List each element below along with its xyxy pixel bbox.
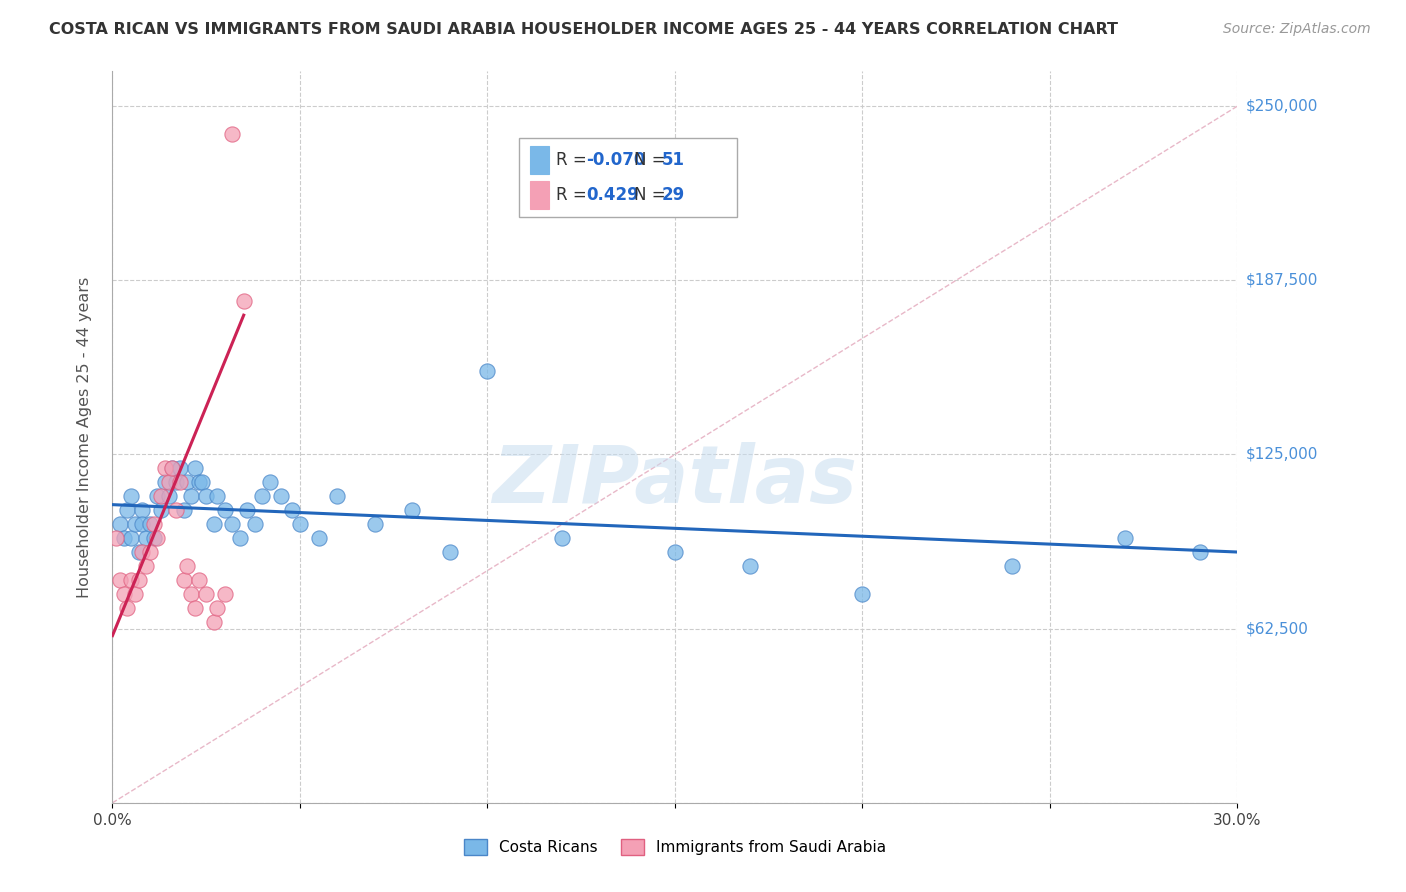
Point (131, 517, 153, 532)
Point (187, 573, 209, 587)
Point (135, 558, 157, 573)
Point (184, 600, 207, 615)
Point (551, 531, 574, 545)
Point (108, 517, 131, 532)
Text: R =: R = (555, 151, 592, 169)
Point (308, 531, 330, 545)
Text: N =: N = (634, 151, 672, 169)
Point (191, 475, 214, 490)
Point (120, 573, 142, 587)
Point (150, 503, 173, 517)
Point (184, 461, 207, 475)
Point (142, 517, 165, 532)
Point (150, 489, 173, 503)
Point (131, 503, 153, 517)
Point (165, 475, 187, 490)
Point (243, 517, 266, 532)
Point (162, 461, 184, 475)
Point (281, 503, 304, 517)
Point (165, 503, 187, 517)
Point (146, 531, 169, 545)
Point (1188, 545, 1211, 559)
Text: 29: 29 (662, 186, 685, 203)
Point (477, 364, 499, 378)
Point (180, 587, 202, 601)
Point (142, 531, 165, 545)
Point (176, 558, 198, 573)
Point (105, 531, 128, 545)
Text: $125,000: $125,000 (1246, 447, 1317, 462)
Point (124, 587, 146, 601)
Legend: Costa Ricans, Immigrants from Saudi Arabia: Costa Ricans, Immigrants from Saudi Arab… (458, 833, 891, 861)
Point (195, 489, 218, 503)
Point (214, 587, 236, 601)
Text: $62,500: $62,500 (1246, 621, 1309, 636)
Point (146, 489, 169, 503)
Text: -0.070: -0.070 (586, 151, 645, 169)
Text: ZIPatlas: ZIPatlas (492, 442, 858, 520)
Point (207, 600, 229, 615)
Point (169, 475, 191, 490)
Point (162, 461, 184, 475)
Point (202, 615, 225, 629)
Point (364, 517, 387, 532)
Point (120, 489, 142, 503)
Point (128, 573, 150, 587)
Point (173, 503, 195, 517)
Point (131, 545, 153, 559)
Point (124, 517, 146, 532)
Point (117, 503, 139, 517)
Point (139, 545, 162, 559)
Point (236, 503, 259, 517)
Point (157, 489, 180, 503)
Point (128, 545, 150, 559)
Point (232, 294, 254, 309)
Point (221, 517, 243, 532)
Point (326, 489, 349, 503)
Text: $187,500: $187,500 (1246, 273, 1317, 288)
Text: $250,000: $250,000 (1246, 99, 1317, 113)
Point (738, 558, 761, 573)
Point (117, 600, 139, 615)
Point (153, 461, 176, 475)
Point (252, 489, 274, 503)
Point (221, 127, 243, 141)
Point (851, 587, 873, 601)
Text: R =: R = (555, 186, 592, 203)
Point (259, 475, 281, 490)
Point (187, 475, 209, 490)
Text: N =: N = (634, 186, 672, 203)
Point (120, 531, 142, 545)
Point (664, 545, 686, 559)
Point (401, 503, 423, 517)
Point (439, 545, 461, 559)
Point (153, 475, 176, 490)
Point (112, 531, 135, 545)
Point (157, 475, 180, 490)
Text: COSTA RICAN VS IMMIGRANTS FROM SAUDI ARABIA HOUSEHOLDER INCOME AGES 25 - 44 YEAR: COSTA RICAN VS IMMIGRANTS FROM SAUDI ARA… (49, 22, 1118, 37)
Text: 0.429: 0.429 (586, 186, 640, 203)
Point (195, 587, 218, 601)
Point (207, 489, 229, 503)
Point (180, 489, 202, 503)
Text: 51: 51 (662, 151, 685, 169)
Point (202, 517, 225, 532)
Point (1114, 531, 1136, 545)
Point (270, 489, 292, 503)
Point (108, 573, 131, 587)
Point (169, 461, 191, 475)
Point (288, 517, 311, 532)
Point (229, 531, 252, 545)
Y-axis label: Householder Income Ages 25 - 44 years: Householder Income Ages 25 - 44 years (77, 277, 91, 598)
Point (139, 517, 162, 532)
Point (214, 503, 236, 517)
Point (176, 475, 198, 490)
Text: Source: ZipAtlas.com: Source: ZipAtlas.com (1223, 22, 1371, 37)
Point (173, 573, 195, 587)
Point (135, 531, 157, 545)
Point (1001, 558, 1024, 573)
Point (112, 587, 135, 601)
